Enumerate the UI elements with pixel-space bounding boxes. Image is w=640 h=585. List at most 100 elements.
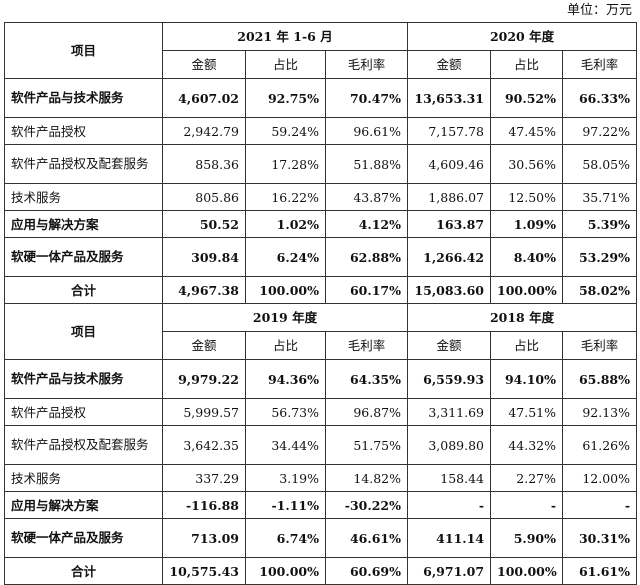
table-cell: 14.82% bbox=[324, 464, 409, 492]
table-cell: 96.87% bbox=[324, 398, 409, 426]
financial-table: 项目 2021 年 1-6 月 2020 年度 金额 占比 毛利率 金额 占比 毛利率 软件产品与… bbox=[4, 22, 638, 585]
table-cell: 58.02% bbox=[562, 276, 638, 304]
column-header: 金额 bbox=[407, 50, 492, 79]
table-cell: 858.36 bbox=[162, 144, 246, 184]
table-cell: 15,083.60 bbox=[407, 276, 492, 304]
table-cell: 46.61% bbox=[324, 518, 409, 558]
table-row: 软件产品授权及配套服务 858.36 17.28% 51.88% 4,609.46 30.… bbox=[4, 144, 638, 184]
period-header: 2020 年度 bbox=[407, 22, 638, 51]
column-header-row: 金额 占比 毛利率 金额 占比 毛利率 bbox=[5, 331, 638, 360]
row-label: 应用与解决方案 bbox=[4, 210, 163, 238]
table-cell: 309.84 bbox=[162, 237, 246, 277]
table-cell: 1.09% bbox=[490, 210, 564, 238]
row-label: 应用与解决方案 bbox=[4, 491, 163, 519]
column-header: 毛利率 bbox=[562, 50, 638, 79]
table-cell: 64.35% bbox=[324, 359, 409, 399]
table-cell: 411.14 bbox=[407, 518, 492, 558]
table-cell: 59.24% bbox=[245, 117, 326, 145]
table-cell: 100.00% bbox=[490, 276, 564, 304]
table-cell: 6.24% bbox=[245, 237, 326, 277]
column-header: 毛利率 bbox=[324, 50, 409, 79]
table-cell: 94.36% bbox=[245, 359, 326, 399]
row-label: 合计 bbox=[4, 557, 163, 585]
table-cell: 1.02% bbox=[245, 210, 326, 238]
table-cell: 5.90% bbox=[490, 518, 564, 558]
table-cell: 4,609.46 bbox=[407, 144, 492, 184]
table-cell: 16.22% bbox=[245, 183, 326, 211]
table-cell: 35.71% bbox=[562, 183, 638, 211]
column-header: 占比 bbox=[245, 50, 326, 79]
table-row: 应用与解决方案 -116.88 -1.11% -30.22% - - - bbox=[4, 491, 638, 519]
table-row: 软件产品授权及配套服务 3,642.35 34.44% 51.75% 3,089.80 4… bbox=[4, 425, 638, 465]
table-cell: 4,607.02 bbox=[162, 78, 246, 118]
table-cell: 7,157.78 bbox=[407, 117, 492, 145]
column-header: 金额 bbox=[162, 331, 246, 360]
table-cell: 34.44% bbox=[245, 425, 326, 465]
table-cell: 805.86 bbox=[162, 183, 246, 211]
period-header: 2021 年 1-6 月 bbox=[161, 22, 409, 51]
table-row: 合计 4,967.38 100.00% 60.17% 15,083.60 100.00% 5… bbox=[4, 276, 638, 304]
table-row: 软件产品授权 2,942.79 59.24% 96.61% 7,157.78 47.45%… bbox=[4, 117, 638, 145]
table-cell: 51.88% bbox=[324, 144, 409, 184]
row-label: 软硬一体产品及服务 bbox=[4, 237, 163, 277]
table-cell: 713.09 bbox=[162, 518, 246, 558]
unit-note: 单位：万元 bbox=[566, 3, 632, 18]
table-cell: 62.88% bbox=[324, 237, 409, 277]
table-cell: 30.31% bbox=[562, 518, 638, 558]
table-cell: 3,089.80 bbox=[407, 425, 492, 465]
section-header-row: 项目 2021 年 1-6 月 2020 年度 bbox=[4, 22, 638, 79]
period-header: 2018 年度 bbox=[407, 303, 638, 332]
table-cell: 337.29 bbox=[162, 464, 246, 492]
table-row: 技术服务 337.29 3.19% 14.82% 158.44 2.27% 12.00% bbox=[4, 464, 638, 492]
row-label: 软件产品授权及配套服务 bbox=[4, 425, 163, 465]
table-cell: 90.52% bbox=[490, 78, 564, 118]
table-cell: 58.05% bbox=[562, 144, 638, 184]
table-cell: 92.75% bbox=[245, 78, 326, 118]
table-row: 软件产品授权 5,999.57 56.73% 96.87% 3,311.69 47.51%… bbox=[4, 398, 638, 426]
section-header-row: 项目 2019 年度 2018 年度 bbox=[4, 303, 638, 360]
item-header: 项目 bbox=[4, 22, 163, 79]
table-cell: 4,967.38 bbox=[162, 276, 246, 304]
column-header: 毛利率 bbox=[562, 331, 638, 360]
row-label: 软硬一体产品及服务 bbox=[4, 518, 163, 558]
row-label: 技术服务 bbox=[4, 464, 163, 492]
row-label: 软件产品授权 bbox=[4, 117, 163, 145]
table-cell: 10,575.43 bbox=[162, 557, 246, 585]
table-cell: 2,942.79 bbox=[162, 117, 246, 145]
table-cell: 6,559.93 bbox=[407, 359, 492, 399]
table-cell: 6.74% bbox=[245, 518, 326, 558]
table-cell: 2.27% bbox=[490, 464, 564, 492]
table-cell: 100.00% bbox=[490, 557, 564, 585]
table-cell: 100.00% bbox=[245, 557, 326, 585]
row-label: 软件产品授权 bbox=[4, 398, 163, 426]
table-cell: - bbox=[562, 491, 638, 519]
table-cell: 53.29% bbox=[562, 237, 638, 277]
table-cell: 158.44 bbox=[407, 464, 492, 492]
table-cell: 94.10% bbox=[490, 359, 564, 399]
table-cell: 60.69% bbox=[324, 557, 409, 585]
table-row: 软硬一体产品及服务 309.84 6.24% 62.88% 1,266.42 8.40% 5… bbox=[4, 237, 638, 277]
table-cell: 17.28% bbox=[245, 144, 326, 184]
table-cell: -30.22% bbox=[324, 491, 409, 519]
table-cell: 6,971.07 bbox=[407, 557, 492, 585]
column-header: 占比 bbox=[490, 331, 564, 360]
column-header: 占比 bbox=[490, 50, 564, 79]
table-row: 软件产品与技术服务 9,979.22 94.36% 64.35% 6,559.93 94.… bbox=[4, 359, 638, 399]
table-cell: 51.75% bbox=[324, 425, 409, 465]
row-label: 技术服务 bbox=[4, 183, 163, 211]
column-header: 金额 bbox=[162, 50, 246, 79]
table-cell: 12.00% bbox=[562, 464, 638, 492]
table-cell: 66.33% bbox=[562, 78, 638, 118]
column-header-row: 金额 占比 毛利率 金额 占比 毛利率 bbox=[5, 50, 638, 79]
table-cell: 65.88% bbox=[562, 359, 638, 399]
table-row: 合计 10,575.43 100.00% 60.69% 6,971.07 100.00% 6… bbox=[4, 557, 638, 585]
table-cell: -116.88 bbox=[162, 491, 246, 519]
table-cell: 61.61% bbox=[562, 557, 638, 585]
table-cell: 5,999.57 bbox=[162, 398, 246, 426]
row-label: 合计 bbox=[4, 276, 163, 304]
table-cell: 3.19% bbox=[245, 464, 326, 492]
table-cell: 12.50% bbox=[490, 183, 564, 211]
table-cell: 4.12% bbox=[324, 210, 409, 238]
column-header: 占比 bbox=[245, 331, 326, 360]
table-cell: 43.87% bbox=[324, 183, 409, 211]
